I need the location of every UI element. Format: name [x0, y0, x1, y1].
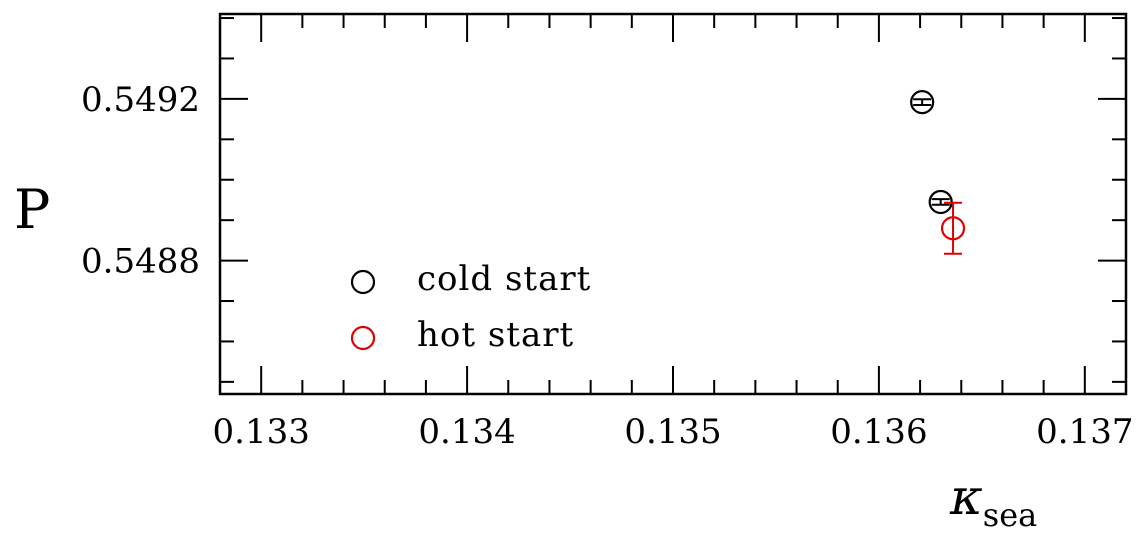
x-tick-label: 0.134: [418, 412, 515, 452]
legend: cold start hot start: [350, 259, 591, 355]
legend-label: cold start: [417, 259, 591, 299]
x-tick-label: 0.136: [830, 412, 927, 452]
series-group: [910, 90, 953, 215]
plot-frame: [218, 12, 1128, 396]
legend-label: hot start: [417, 315, 574, 355]
data-series: [910, 90, 966, 255]
series-group: [940, 201, 966, 255]
x-axis-label-symbol: κ: [949, 468, 983, 526]
data-point: [910, 90, 935, 115]
y-tick-label: 0.5488: [81, 242, 200, 282]
legend-marker: [350, 269, 376, 295]
x-tick-label: 0.135: [624, 412, 721, 452]
y-tick-label: 0.5492: [81, 80, 200, 120]
x-tick-labels: 0.133 0.134 0.135 0.136 0.137: [213, 412, 1134, 452]
x-tick-label: 0.137: [1036, 412, 1133, 452]
x-axis-label: κsea: [949, 468, 1037, 534]
y-axis-label: P: [14, 178, 50, 241]
legend-marker: [350, 325, 376, 351]
axis-ticks: [220, 14, 1126, 394]
x-axis-label-subscript: sea: [983, 496, 1037, 534]
x-tick-label: 0.133: [213, 412, 310, 452]
y-tick-labels: 0.5488 0.5492: [81, 80, 200, 282]
data-point: [940, 216, 966, 241]
